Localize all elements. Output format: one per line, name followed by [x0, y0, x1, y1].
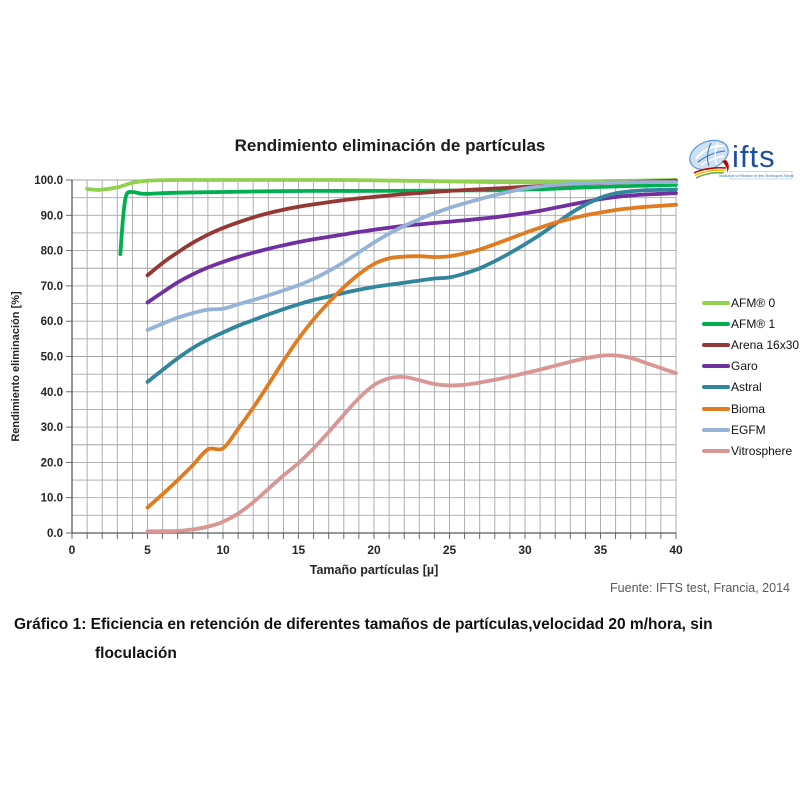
legend-item: Astral: [702, 377, 799, 398]
y-tick-label: 60.0: [41, 316, 63, 328]
legend-label: AFM® 1: [731, 316, 776, 331]
legend-label: EGFM: [731, 422, 766, 437]
y-tick-label: 90.0: [41, 210, 63, 222]
series-line-afm-1: [118, 183, 678, 257]
caption-line-2: floculación: [95, 645, 177, 662]
legend-item: Vitrosphere: [702, 440, 799, 461]
legend-label: AFM® 0: [731, 295, 776, 310]
legend-swatch: [702, 448, 730, 453]
y-tick-label: 80.0: [41, 246, 63, 258]
legend-item: AFM® 1: [702, 313, 799, 334]
legend-item: Bioma: [702, 398, 799, 419]
y-tick-label: 20.0: [41, 457, 63, 469]
chart-legend: AFM® 0 AFM® 1 Arena 16x30 Garo Astral Bioma EG…: [702, 292, 799, 462]
legend-item: Arena 16x30: [702, 334, 799, 355]
y-tick-label: 10.0: [41, 493, 63, 505]
legend-swatch: [702, 321, 730, 326]
line-chart: 0 5 10 15 20 25 30 35 40 0.0 10.0 20.0 30.0 40.0 50.0 6…: [0, 160, 800, 590]
x-tick-label: 35: [594, 543, 608, 557]
y-tick-label: 50.0: [41, 352, 63, 364]
series-line-afm-0: [85, 178, 678, 192]
y-tick-label: 30.0: [41, 422, 63, 434]
x-tick-label: 10: [216, 543, 230, 557]
x-tick-label: 25: [443, 543, 457, 557]
source-text: Fuente: IFTS test, Francia, 2014: [610, 581, 790, 595]
x-tick-label: 30: [518, 543, 532, 557]
legend-label: Garo: [731, 359, 758, 374]
x-tick-label: 40: [669, 543, 683, 557]
caption-line-1: Gráfico 1: Eficiencia en retención de di…: [14, 616, 713, 633]
legend-swatch: [702, 406, 730, 411]
legend-label: Bioma: [731, 401, 766, 416]
legend-swatch: [702, 300, 730, 305]
y-tick-label: 0.0: [47, 528, 63, 540]
series-line-egfm: [145, 180, 678, 332]
series-line-bioma: [145, 202, 678, 510]
series-line-astral: [145, 187, 678, 384]
legend-item: Garo: [702, 356, 799, 377]
chart-title: Rendimiento eliminación de partículas: [234, 136, 546, 155]
logo-tagline: Institut de la Filtration et des Techniq…: [719, 174, 794, 178]
legend-label: Astral: [731, 380, 762, 395]
x-tick-label: 0: [69, 543, 76, 557]
y-tick-label: 100.0: [34, 175, 63, 187]
y-tick-label: 70.0: [41, 281, 63, 293]
y-axis-title: Rendimiento eliminación [%]: [10, 291, 22, 442]
logo-text: ifts: [732, 139, 776, 174]
legend-swatch: [702, 342, 730, 347]
globe-icon: [689, 139, 729, 171]
y-tick-label: 40.0: [41, 387, 63, 399]
legend-item: AFM® 0: [702, 292, 799, 313]
ifts-logo: ifts Institut de la Filtration et des Te…: [686, 133, 800, 185]
legend-label: Vitrosphere: [731, 443, 793, 458]
legend-swatch: [702, 427, 730, 432]
x-tick-label: 5: [144, 543, 151, 557]
series-line-vitrosphere: [145, 353, 678, 534]
x-tick-label: 15: [292, 543, 306, 557]
x-tick-label: 20: [367, 543, 381, 557]
legend-item: EGFM: [702, 419, 799, 440]
legend-label: Arena 16x30: [731, 337, 800, 352]
legend-swatch: [702, 364, 730, 369]
series-line-garo: [145, 191, 678, 305]
legend-swatch: [702, 385, 730, 390]
rainbow-swoosh-icon: [693, 160, 729, 179]
x-axis-title: Tamaño partículas [µ]: [310, 563, 439, 577]
figure-caption: Gráfico 1: Eficiencia en retención de di…: [14, 610, 786, 668]
